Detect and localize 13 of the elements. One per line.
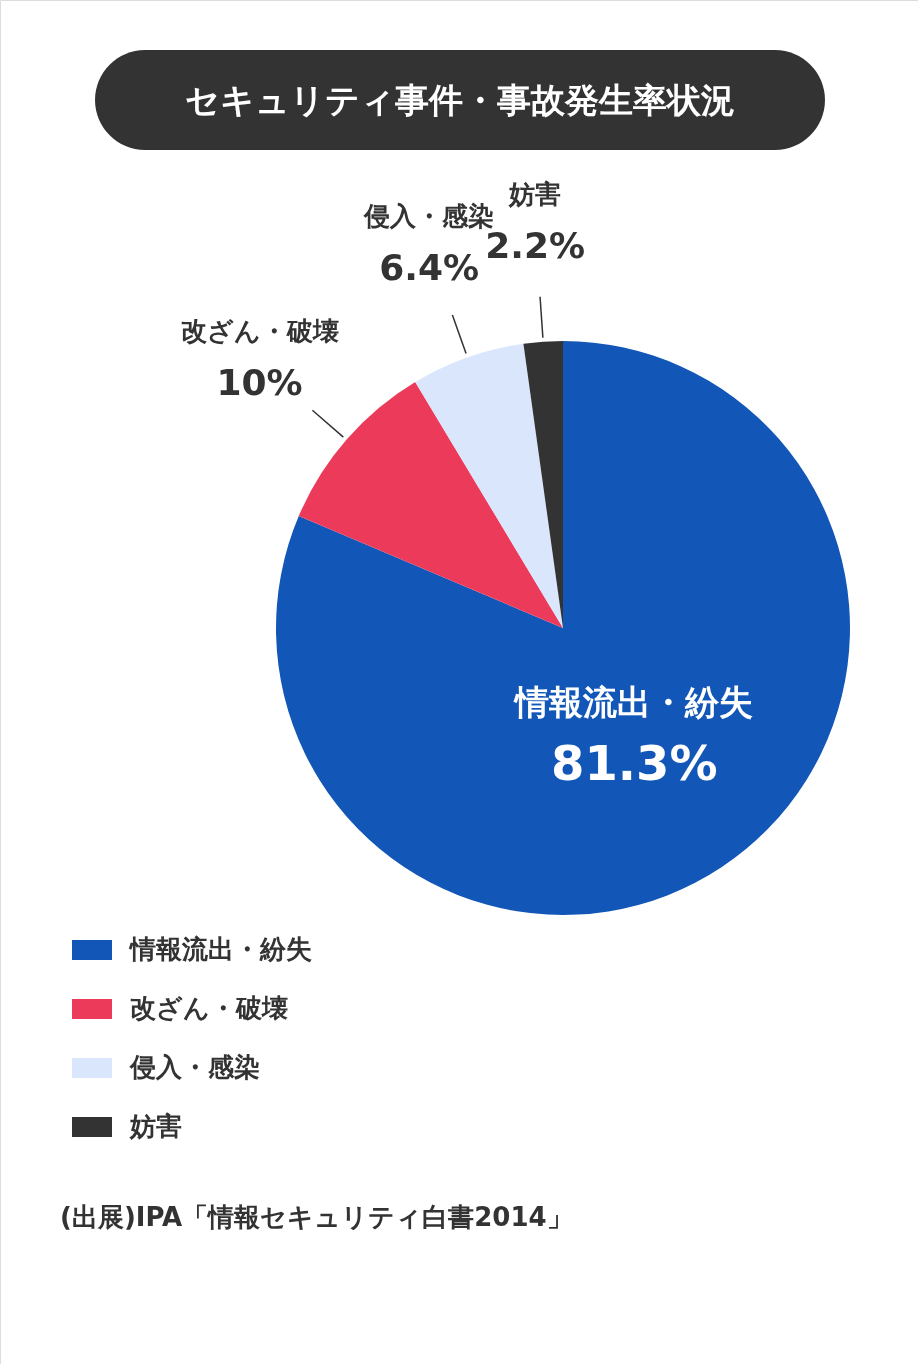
text: (出展)IPA「情報セキュリティ白書2014」 (60, 1202, 573, 1232)
legend-label: 侵入・感染 (129, 1052, 260, 1082)
slice-label: 妨害 (508, 178, 562, 209)
legend-label: 妨害 (129, 1111, 182, 1141)
slice-label: 改ざん・破壊 (180, 316, 339, 347)
data-label: 10% (216, 362, 303, 404)
legend-label: 情報流出・紛失 (128, 934, 312, 964)
pie-slice (415, 343, 563, 628)
chart-title: セキュリティ事件・事故発生率状況 (185, 80, 735, 120)
data-label: 6.4% (379, 246, 479, 288)
slice-label: 情報流出・紛失 (513, 681, 754, 722)
legend-label: 改ざん・破壊 (130, 993, 288, 1023)
data-label: 81.3% (551, 734, 718, 791)
